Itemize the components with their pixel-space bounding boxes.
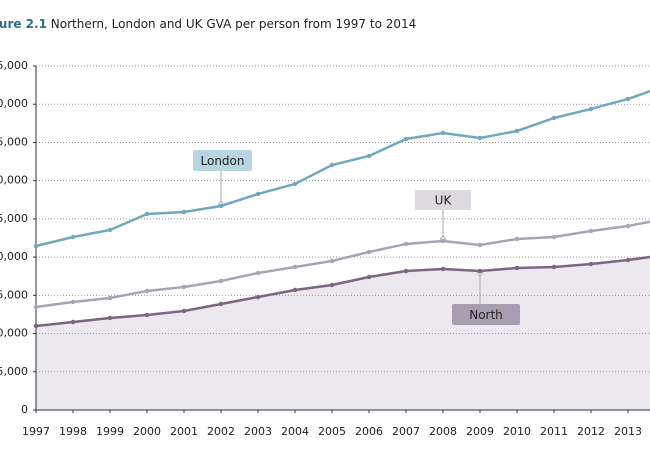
- y-tick-label: 20,000: [0, 250, 28, 263]
- point: [292, 264, 298, 270]
- legend-box: [452, 304, 520, 325]
- point: [70, 319, 76, 325]
- callout-arrowhead: [217, 200, 225, 206]
- figure-label: Figure 2.1: [0, 17, 47, 31]
- point: [477, 268, 483, 274]
- point: [403, 241, 409, 247]
- chart-title: Figure 2.1 Northern, London and UK GVA p…: [0, 17, 416, 31]
- point: [329, 162, 335, 168]
- x-tick-label: 2001: [170, 425, 198, 438]
- point: [144, 211, 150, 217]
- point: [477, 135, 483, 141]
- point: [144, 312, 150, 318]
- point: [514, 236, 520, 242]
- point: [181, 308, 187, 314]
- y-tick-label: 45,000: [0, 59, 28, 72]
- y-tick-label: 35,000: [0, 135, 28, 148]
- point: [329, 282, 335, 288]
- y-tick-label: 40,000: [0, 97, 28, 110]
- legend-box: [193, 150, 252, 171]
- x-tick-label: 2009: [466, 425, 494, 438]
- y-tick-label: 15,000: [0, 288, 28, 301]
- x-tick-label: 2011: [540, 425, 568, 438]
- point: [625, 257, 631, 263]
- legend-box: [415, 190, 471, 210]
- point: [329, 258, 335, 264]
- callout-arrowhead: [439, 235, 447, 241]
- x-tick-label: 1998: [59, 425, 87, 438]
- x-tick-label: 2013: [614, 425, 642, 438]
- point: [292, 181, 298, 187]
- point: [514, 128, 520, 134]
- x-tick-label: 2000: [133, 425, 161, 438]
- point: [551, 115, 557, 121]
- point: [218, 301, 224, 307]
- point: [625, 223, 631, 229]
- x-tick-label: 2005: [318, 425, 346, 438]
- point: [70, 234, 76, 240]
- title-text: Northern, London and UK GVA per person f…: [51, 17, 417, 31]
- point: [588, 106, 594, 112]
- point: [33, 243, 39, 249]
- point: [588, 228, 594, 234]
- point: [551, 234, 557, 240]
- line: [35, 255, 650, 328]
- point: [255, 191, 261, 197]
- y-tick-label: 0: [21, 403, 28, 416]
- x-tick-label: 2006: [355, 425, 383, 438]
- x-tick-label: 2007: [392, 425, 420, 438]
- x-tick-label: 2004: [281, 425, 309, 438]
- point: [477, 242, 483, 248]
- point: [107, 315, 113, 321]
- point: [33, 304, 39, 310]
- point: [440, 238, 446, 244]
- point: [551, 264, 557, 270]
- point: [181, 209, 187, 215]
- point: [440, 266, 446, 272]
- point: [181, 284, 187, 290]
- point: [107, 295, 113, 301]
- point: [255, 270, 261, 276]
- point: [403, 136, 409, 142]
- callout-arrowhead: [476, 271, 484, 277]
- legend-label: UK: [435, 194, 453, 208]
- legend-label: London: [201, 154, 245, 168]
- x-tick-label: 2010: [503, 425, 531, 438]
- point: [218, 203, 224, 209]
- point: [440, 130, 446, 136]
- point: [292, 287, 298, 293]
- legend-label: North: [469, 308, 503, 322]
- x-tick-label: 2012: [577, 425, 605, 438]
- x-tick-label: 1997: [22, 425, 50, 438]
- line: [35, 220, 650, 309]
- point: [366, 274, 372, 280]
- point: [144, 288, 150, 294]
- point: [403, 268, 409, 274]
- point: [366, 249, 372, 255]
- point: [33, 323, 39, 329]
- line: [35, 89, 650, 248]
- point: [107, 227, 113, 233]
- y-tick-label: 30,000: [0, 174, 28, 187]
- x-tick-label: 2002: [207, 425, 235, 438]
- point: [255, 294, 261, 300]
- point: [514, 265, 520, 271]
- area: [36, 257, 650, 410]
- point: [218, 278, 224, 284]
- y-tick-label: 10,000: [0, 327, 28, 340]
- point: [625, 96, 631, 102]
- y-tick-label: 5,000: [0, 365, 28, 378]
- point: [70, 299, 76, 305]
- x-tick-label: 2003: [244, 425, 272, 438]
- x-tick-label: 1999: [96, 425, 124, 438]
- x-tick-label: 2008: [429, 425, 457, 438]
- point: [366, 153, 372, 159]
- point: [588, 261, 594, 267]
- y-tick-label: 25,000: [0, 212, 28, 225]
